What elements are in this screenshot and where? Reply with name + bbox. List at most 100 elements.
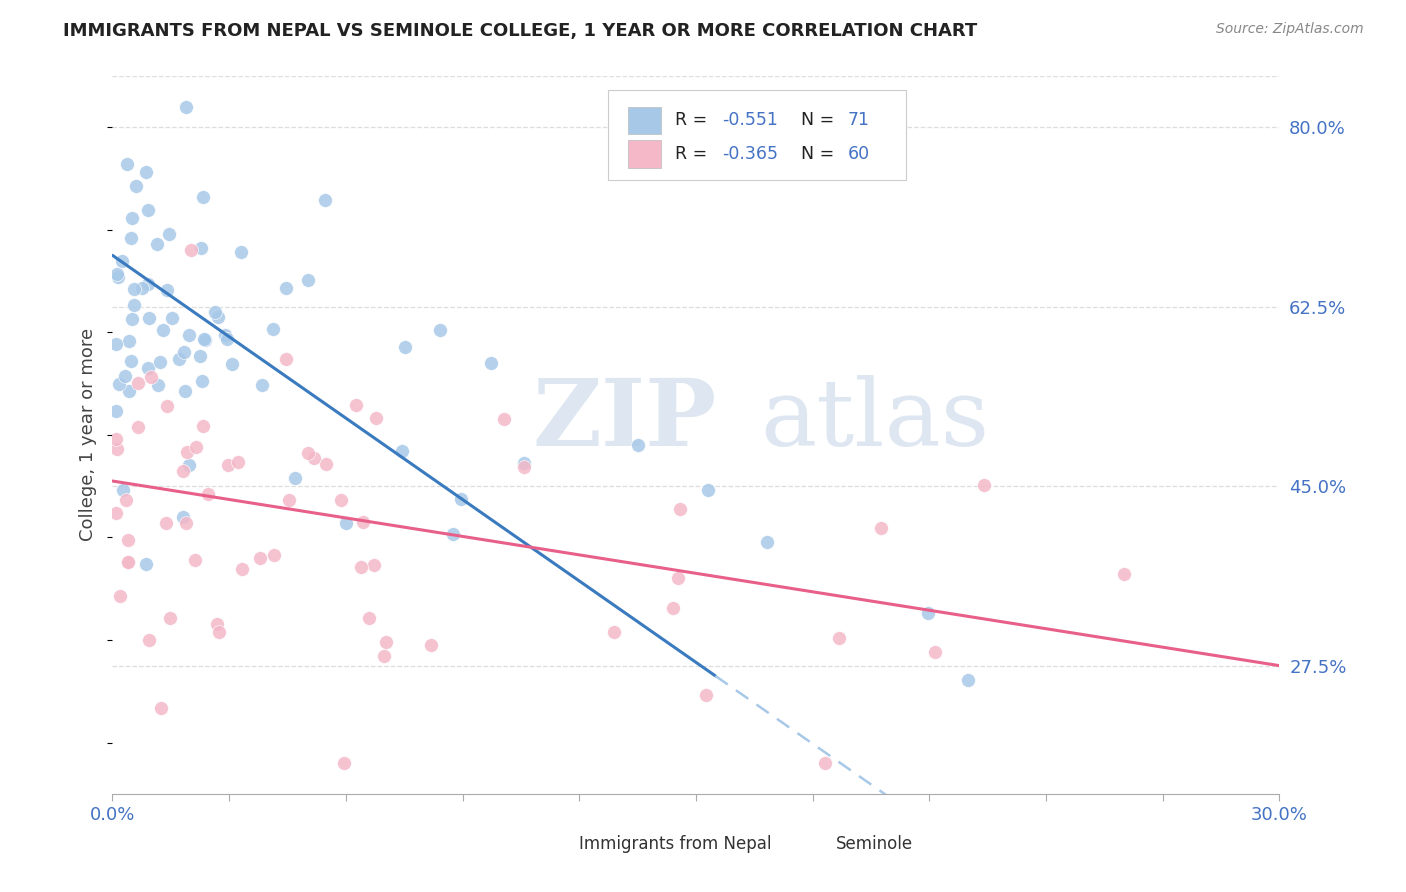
Point bbox=[315, 457, 337, 471]
Point bbox=[363, 558, 385, 572]
Point bbox=[191, 418, 214, 433]
Point bbox=[156, 399, 179, 413]
Point bbox=[450, 491, 472, 506]
Text: Immigrants from Nepal: Immigrants from Nepal bbox=[579, 835, 772, 853]
Point bbox=[114, 493, 136, 508]
Point bbox=[373, 649, 395, 664]
Point bbox=[190, 241, 212, 255]
Text: Seminole: Seminole bbox=[837, 835, 912, 853]
Point bbox=[115, 156, 138, 170]
Point bbox=[494, 412, 516, 426]
Point bbox=[917, 606, 939, 620]
Text: R =: R = bbox=[675, 112, 713, 129]
Point bbox=[149, 354, 172, 368]
Point bbox=[138, 632, 160, 647]
Point bbox=[117, 555, 139, 569]
Point bbox=[191, 374, 214, 388]
Point bbox=[184, 553, 207, 567]
Point bbox=[176, 444, 198, 458]
Point bbox=[131, 281, 153, 295]
Point bbox=[173, 384, 195, 398]
Point bbox=[114, 369, 136, 384]
Point bbox=[193, 190, 215, 204]
Point bbox=[138, 310, 160, 325]
Point bbox=[120, 354, 142, 368]
Point bbox=[419, 638, 441, 652]
FancyBboxPatch shape bbox=[628, 140, 661, 168]
Text: R =: R = bbox=[675, 145, 713, 163]
Point bbox=[197, 487, 219, 501]
Text: N =: N = bbox=[801, 112, 839, 129]
Point bbox=[149, 701, 172, 715]
Y-axis label: College, 1 year or more: College, 1 year or more bbox=[79, 328, 97, 541]
Point bbox=[274, 352, 297, 367]
Text: IMMIGRANTS FROM NEPAL VS SEMINOLE COLLEGE, 1 YEAR OR MORE CORRELATION CHART: IMMIGRANTS FROM NEPAL VS SEMINOLE COLLEG… bbox=[63, 22, 977, 40]
Point bbox=[121, 211, 143, 225]
Point bbox=[297, 446, 319, 460]
Point bbox=[105, 506, 128, 520]
Point bbox=[302, 450, 325, 465]
Point bbox=[122, 282, 145, 296]
Point bbox=[105, 404, 128, 418]
Text: 60: 60 bbox=[848, 145, 870, 163]
Point bbox=[669, 502, 692, 516]
Point bbox=[172, 464, 194, 478]
Point bbox=[105, 267, 128, 281]
Point bbox=[284, 470, 307, 484]
Point bbox=[105, 433, 128, 447]
Point bbox=[429, 323, 451, 337]
Point bbox=[205, 617, 228, 632]
Point bbox=[204, 305, 226, 319]
Point bbox=[479, 356, 502, 370]
Point bbox=[513, 456, 536, 470]
Point bbox=[391, 443, 413, 458]
Point bbox=[250, 377, 273, 392]
Point bbox=[118, 334, 141, 348]
Point bbox=[118, 384, 141, 398]
FancyBboxPatch shape bbox=[533, 832, 569, 855]
Point bbox=[973, 478, 995, 492]
Point bbox=[603, 624, 626, 639]
Point bbox=[696, 483, 718, 498]
Point bbox=[167, 352, 190, 367]
Point bbox=[513, 460, 536, 475]
Text: -0.365: -0.365 bbox=[721, 145, 778, 163]
Point bbox=[344, 398, 367, 412]
Point bbox=[335, 516, 357, 530]
Point bbox=[333, 756, 356, 770]
Point bbox=[1112, 567, 1135, 582]
Point bbox=[193, 333, 215, 347]
FancyBboxPatch shape bbox=[628, 107, 661, 134]
Point bbox=[349, 560, 371, 574]
Point bbox=[152, 323, 174, 337]
Point bbox=[117, 533, 139, 547]
Point bbox=[146, 378, 169, 392]
Point bbox=[111, 254, 134, 268]
Point bbox=[108, 377, 131, 392]
Point bbox=[278, 493, 301, 508]
Point bbox=[924, 645, 946, 659]
Point bbox=[375, 635, 398, 649]
Point bbox=[146, 236, 169, 251]
FancyBboxPatch shape bbox=[609, 90, 905, 180]
Point bbox=[127, 376, 149, 391]
Point bbox=[359, 611, 381, 625]
Point bbox=[136, 360, 159, 375]
Point bbox=[276, 281, 298, 295]
FancyBboxPatch shape bbox=[789, 832, 827, 855]
Point bbox=[364, 411, 387, 425]
Point bbox=[870, 521, 893, 535]
Point bbox=[157, 227, 180, 241]
Point bbox=[662, 600, 685, 615]
Text: -0.551: -0.551 bbox=[721, 112, 778, 129]
Point bbox=[107, 269, 129, 284]
Point bbox=[179, 328, 201, 343]
Point bbox=[221, 357, 243, 371]
Point bbox=[173, 345, 195, 359]
Point bbox=[352, 515, 374, 529]
Point bbox=[231, 561, 253, 575]
Point bbox=[176, 99, 198, 113]
Point bbox=[314, 193, 336, 207]
Text: atlas: atlas bbox=[761, 376, 990, 466]
Point bbox=[174, 516, 197, 530]
